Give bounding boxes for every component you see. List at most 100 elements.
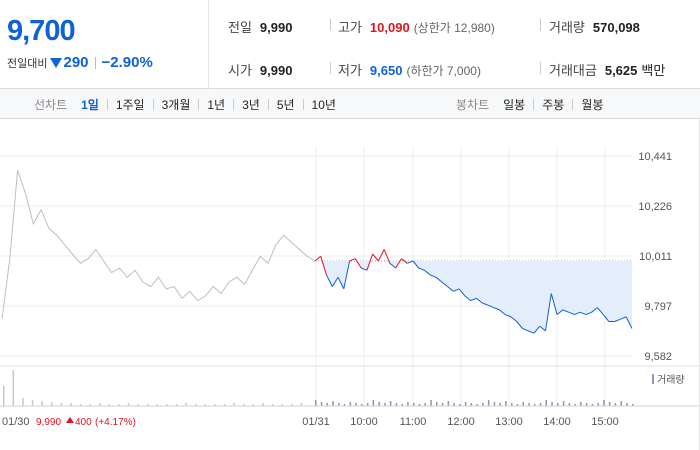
volume-bar [522,402,524,406]
volume-bar [470,403,473,406]
up-arrow-icon [66,417,74,423]
down-arrow-icon [50,57,63,68]
volume-bar [156,404,159,406]
volume-bar [79,404,82,406]
volume-bar [574,404,576,406]
tab-1w[interactable]: 1주일 [115,97,145,112]
x-tick-label: 12:00 [447,416,475,428]
today-price-segment [401,258,408,264]
tab-monthly[interactable]: 월봉 [581,97,604,112]
today-price-segment [556,309,564,315]
volume-bar [614,403,617,406]
today-price-segment [539,325,546,332]
volume-bar [195,404,197,406]
x-tick-label: 14:00 [543,416,571,428]
today-price-segment [418,267,425,271]
line-chart-tabs: 선차트 1일 1주일 3개월 1년 3년 5년 10년 [34,89,340,119]
tab-10y[interactable]: 10년 [311,97,336,112]
volume-bar [349,402,352,406]
tab-1y[interactable]: 1년 [207,97,226,112]
stat-volume: 거래량 570,098 [549,17,640,36]
volume-legend-label: 거래량 [657,374,685,386]
volume-bar [436,402,438,406]
volume-bar [585,403,588,406]
upper-limit: (상한가 12,980) [413,21,495,35]
today-price-segment [407,260,414,264]
volume-bar [418,404,421,406]
volume-bar [252,404,255,406]
volume-bar [233,403,235,406]
volume-bar [551,402,553,406]
divider [540,62,541,74]
tab-weekly[interactable]: 주봉 [542,97,565,112]
volume-bar [147,404,149,406]
today-price-segment [366,253,374,271]
volume-legend-swatch [652,374,654,384]
today-price-segment [412,260,420,269]
divider [233,98,235,110]
change-label: 전일대비 [7,57,48,70]
today-price-segment [585,311,592,316]
candle-chart-tabs: 봉차트 일봉 주봉 월봉 [456,89,607,119]
today-price-segment [602,314,610,322]
today-price-segment [430,274,437,278]
volume-bar [51,402,53,406]
volume-bar [223,404,226,406]
volume-bar [70,403,72,406]
volume-bar [204,404,207,406]
today-price-segment [331,277,339,287]
today-price-segment [458,288,466,297]
today-price-segment [614,318,621,322]
volume-bar [476,404,478,406]
volume-bar [22,398,24,406]
volume-bar [343,404,346,406]
today-price-segment [464,295,471,301]
stat-amount: 거래대금 5,625 백만 [549,60,665,79]
volume-bar [493,402,496,406]
stat-label: 고가 [338,20,362,35]
today-price-segment [360,267,368,271]
today-price-segment [568,311,575,316]
volume-bar [262,403,264,406]
divider [106,98,108,110]
y-tick-label: 10,441 [638,151,672,163]
volume-bar [338,403,340,406]
volume-bar [378,402,380,406]
volume-bar [528,403,530,406]
divider [267,98,269,110]
volume-bar [395,403,398,406]
y-tick-label: 9,797 [644,301,672,313]
today-price-segment [372,253,379,262]
volume-bar [214,404,216,406]
today-price-segment [389,262,397,269]
today-price-segment [562,309,569,313]
volume-bar [603,400,605,406]
volume-bar [568,403,571,406]
today-price-segment [383,249,391,264]
stat-prev-close: 전일 9,990 [228,17,292,36]
today-price-segment [470,297,477,302]
today-price-segment [493,307,500,311]
tab-1d[interactable]: 1일 [81,97,99,112]
divider [533,98,535,110]
tab-3y[interactable]: 3년 [242,97,260,112]
today-price-segment [326,274,333,287]
tab-daily[interactable]: 일봉 [503,97,526,112]
volume-bar [608,402,611,406]
today-price-segment [591,307,598,313]
x-tick-label: 11:00 [400,416,427,428]
stat-label: 거래량 [549,20,585,35]
change-row: 전일대비 290 −2.90% [7,54,153,71]
today-price-segment [453,288,460,292]
today-price-segment [320,256,327,276]
volume-bar [31,400,34,406]
lower-limit: (하한가 7,000) [406,64,481,78]
y-tick-label: 10,226 [638,201,672,213]
volume-bar [366,403,369,406]
volume-bar [389,401,392,406]
volume-bar [447,401,450,406]
tab-5y[interactable]: 5년 [276,97,295,112]
tab-3m[interactable]: 3개월 [161,97,191,112]
stat-label: 전일 [228,20,252,35]
previous-day-line [1,170,316,320]
